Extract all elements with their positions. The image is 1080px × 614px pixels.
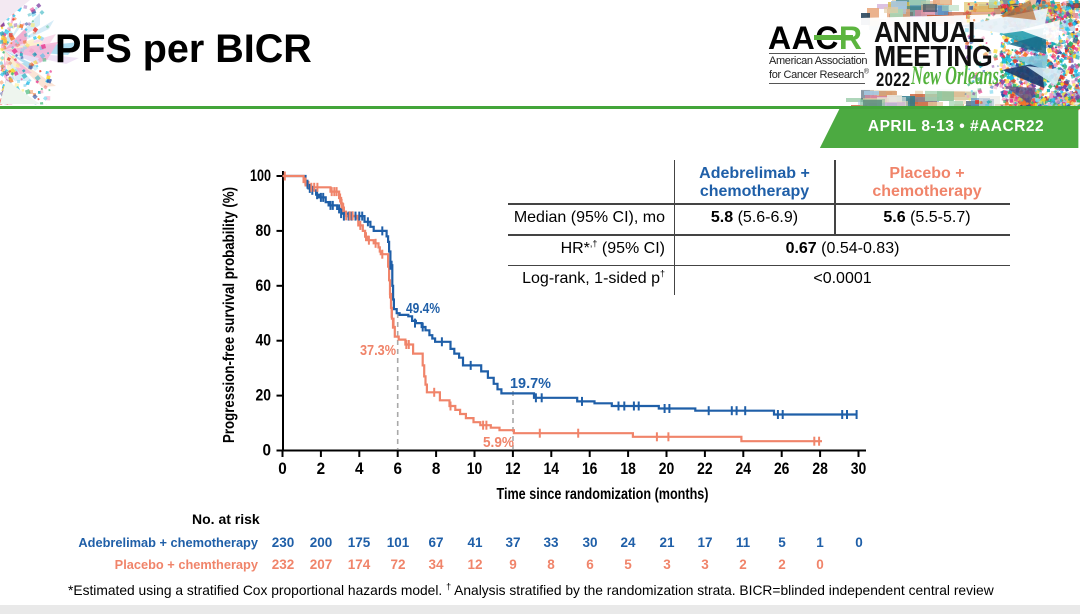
svg-text:40: 40 — [256, 332, 272, 350]
svg-text:12: 12 — [505, 460, 521, 478]
svg-text:60: 60 — [256, 277, 272, 295]
svg-text:2: 2 — [317, 460, 326, 478]
svg-text:30: 30 — [851, 460, 867, 478]
svg-text:4: 4 — [355, 460, 364, 478]
svg-text:19.7%: 19.7% — [510, 376, 551, 392]
svg-text:10: 10 — [467, 460, 483, 478]
svg-text:20: 20 — [659, 460, 675, 478]
svg-text:20: 20 — [256, 387, 272, 405]
svg-text:49.4%: 49.4% — [406, 301, 440, 317]
svg-text:6: 6 — [393, 460, 402, 478]
svg-text:24: 24 — [736, 460, 752, 478]
svg-text:26: 26 — [774, 460, 790, 478]
svg-text:14: 14 — [544, 460, 560, 478]
svg-text:0: 0 — [278, 460, 287, 478]
svg-text:Progression-free survival prob: Progression-free survival probability (%… — [221, 187, 238, 443]
svg-text:37.3%: 37.3% — [360, 343, 396, 359]
svg-text:Time since randomization (mont: Time since randomization (months) — [497, 486, 709, 503]
svg-text:80: 80 — [256, 222, 272, 240]
svg-text:22: 22 — [697, 460, 713, 478]
svg-text:16: 16 — [582, 460, 598, 478]
svg-text:18: 18 — [620, 460, 636, 478]
svg-text:5.9%: 5.9% — [483, 435, 514, 451]
svg-text:28: 28 — [812, 460, 828, 478]
svg-text:8: 8 — [432, 460, 441, 478]
svg-text:100: 100 — [250, 167, 271, 185]
svg-text:0: 0 — [263, 442, 272, 460]
